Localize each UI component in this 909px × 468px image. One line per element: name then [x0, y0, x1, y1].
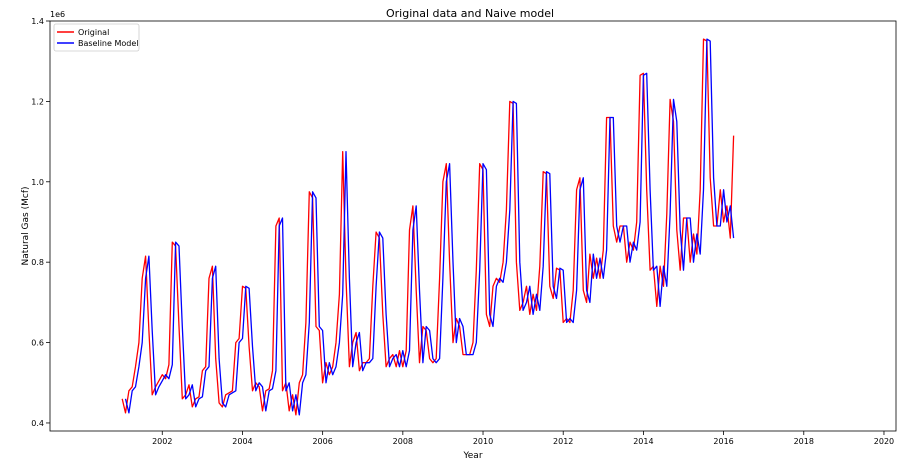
x-tick-label: 2002	[152, 437, 172, 446]
x-tick-label: 2014	[633, 437, 653, 446]
x-tick-label: 2012	[553, 437, 573, 446]
y-tick-label: 1.2	[31, 97, 44, 106]
x-tick-label: 2018	[794, 437, 814, 446]
y-tick-label: 1.0	[31, 178, 44, 187]
y-tick-label: 0.6	[31, 339, 44, 348]
x-axis-ticks: 2002 2004 2006 2008 2010 2012 2014 2016 2018 2020	[152, 431, 894, 446]
y-tick-label: 0.4	[31, 419, 44, 428]
legend: Original Baseline Model	[53, 23, 140, 52]
legend-box	[53, 23, 140, 52]
y-axis-ticks: 0.4 0.6 0.8 1.0 1.2 1.4	[31, 17, 50, 428]
x-tick-label: 2010	[473, 437, 493, 446]
x-tick-label: 2008	[393, 437, 413, 446]
x-tick-label: 2016	[713, 437, 733, 446]
chart-title: Original data and Naive model	[386, 7, 554, 20]
legend-label-original: Original	[78, 28, 109, 37]
series-lines	[121, 38, 735, 416]
x-tick-label: 2006	[312, 437, 332, 446]
series-line-baseline-model	[124, 38, 735, 416]
plot-area	[49, 20, 897, 432]
y-tick-label: 0.8	[31, 258, 44, 267]
legend-label-baseline: Baseline Model	[78, 39, 138, 48]
series-line-original	[121, 38, 735, 416]
x-axis-label: Year	[462, 451, 482, 461]
y-offset-text: 1e6	[50, 10, 65, 19]
x-tick-label: 2004	[232, 437, 252, 446]
y-axis-label: Natural Gas (Mcf)	[21, 186, 31, 265]
x-tick-label: 2020	[874, 437, 894, 446]
y-tick-label: 1.4	[31, 17, 44, 26]
